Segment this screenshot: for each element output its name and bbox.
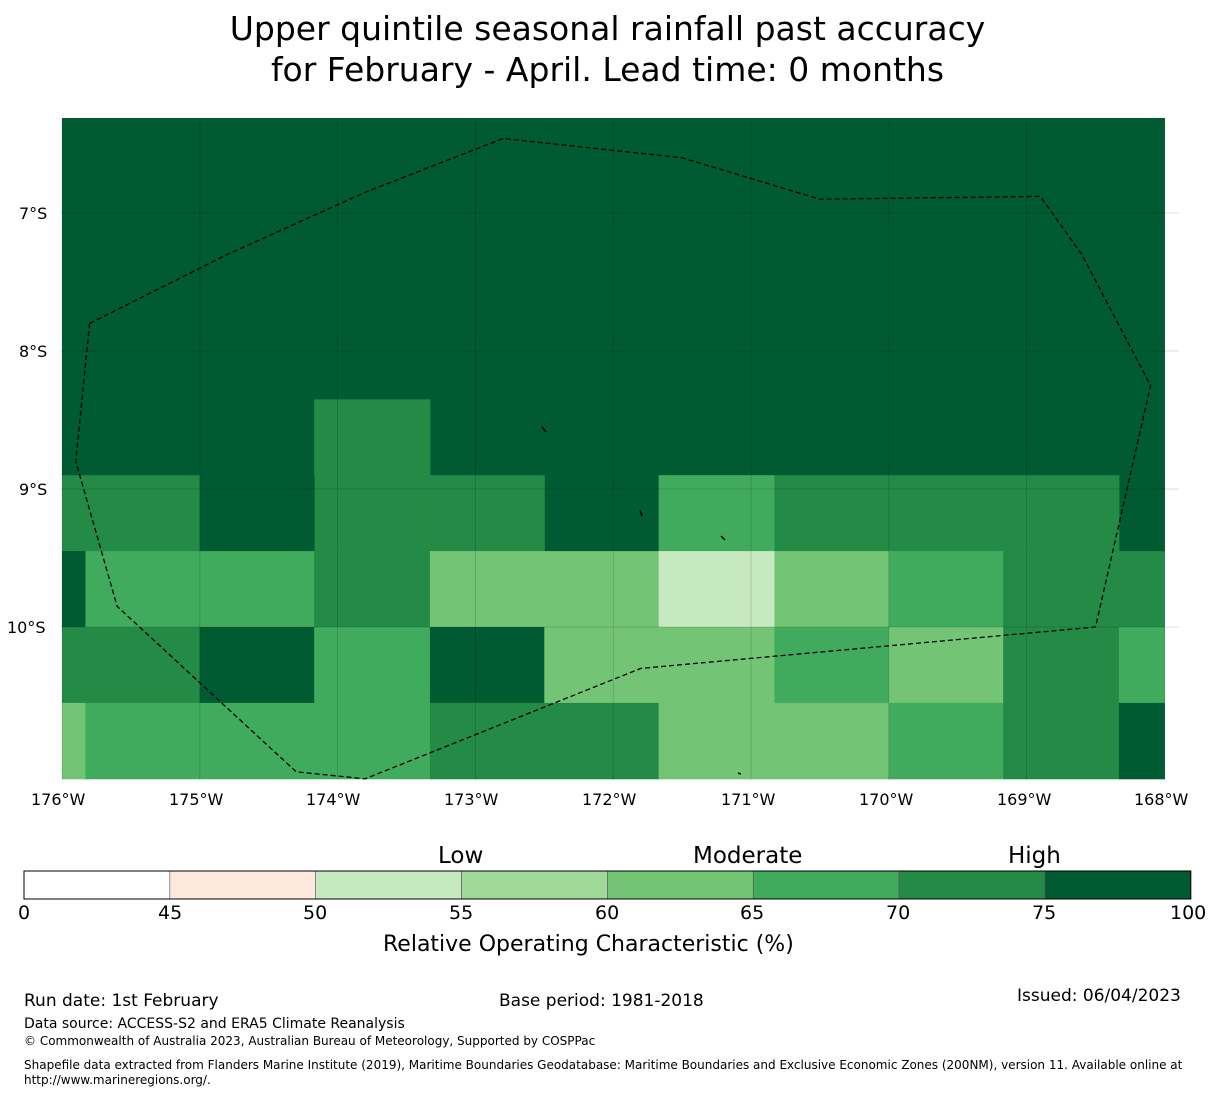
lon-tick-label: 169°W [997,790,1052,809]
heatmap-cell [314,399,431,552]
lon-tick-label: 171°W [721,790,776,809]
colorbar-segment [315,870,462,900]
heatmap-cell [774,551,890,628]
colorbar-tick-label: 60 [595,902,620,924]
base-period: Base period: 1981-2018 [499,991,704,1011]
lon-tick-label: 174°W [306,790,361,809]
heatmap-cell [888,702,1004,780]
lon-tick-label: 168°W [1134,790,1189,809]
heatmap-cell [85,551,315,628]
colorbar-segment [461,870,608,900]
colorbar-segment [607,870,754,900]
colorbar-tick-label: 55 [449,902,474,924]
colorbar-tick-label: 0 [18,902,31,924]
island-mark [720,535,726,541]
heatmap-cell [1118,702,1165,780]
heatmap-cell [314,551,431,628]
lon-tick-label: 175°W [169,790,224,809]
colorbar-segment [898,870,1046,900]
heatmap-cell [429,551,660,628]
lon-tick-label: 172°W [582,790,637,809]
colorbar-label: Relative Operating Characteristic (%) [383,932,794,957]
heatmap-cell [1118,627,1165,704]
heatmap-cell [658,551,775,628]
chart-title: Upper quintile seasonal rainfall past ac… [0,8,1215,90]
heatmap-cells [62,118,1165,780]
heatmap-cell [85,702,431,780]
colorbar-segment [752,870,900,900]
heatmap-cell [199,627,315,704]
island-mark [737,772,742,775]
chart-title-line-2: for February - April. Lead time: 0 month… [270,50,945,89]
colorbar-tick-label: 75 [1032,902,1057,924]
colorbar-frame [23,870,1192,900]
copyright-notice: © Commonwealth of Australia 2023, Austra… [24,1034,596,1048]
heatmap-cell [1003,551,1120,628]
colorbar-segment [1044,870,1192,900]
colorbar-segment [23,870,171,900]
heatmap-cell [62,627,201,704]
colorbar-tick-label: 65 [740,902,765,924]
heatmap-cell [544,627,775,704]
colorbar [23,870,1192,900]
island-mark [541,426,547,433]
heatmap-cell [62,118,1165,476]
lat-tick-label: 9°S [19,480,48,499]
heatmap-cell [888,551,1004,628]
heatmap-cell [888,627,1004,704]
data-source: Data source: ACCESS-S2 and ERA5 Climate … [24,1016,405,1032]
heatmap-cell [429,475,545,552]
lat-tick-label: 7°S [19,204,48,223]
chart-title-line-1: Upper quintile seasonal rainfall past ac… [229,9,986,48]
heatmap-cell [658,702,890,780]
lon-tick-label: 170°W [859,790,914,809]
lon-tick-label: 173°W [444,790,499,809]
heatmap-cell [658,475,775,552]
issued-date: Issued: 06/04/2023 [1017,986,1181,1006]
heatmap-cell [62,702,86,780]
run-date: Run date: 1st February [24,991,219,1011]
lat-tick-label: 8°S [19,342,48,361]
colorbar-category-moderate: Moderate [693,843,803,869]
colorbar-category-low: Low [438,843,484,869]
shapefile-credit: Shapefile data extracted from Flanders M… [24,1058,1183,1087]
heatmap-cell [774,627,890,704]
heatmap-cell [62,475,201,552]
island-marks [541,426,742,775]
island-mark [639,509,643,517]
heatmap-cell [1118,551,1165,628]
map-gridlines [61,118,1179,780]
colorbar-tick-label: 100 [1170,902,1207,924]
lat-tick-label: 10°S [7,618,46,637]
heatmap-cell [429,627,545,704]
heatmap-cell [429,702,660,780]
heatmap-cell [199,475,315,552]
heatmap-cell [62,551,86,628]
heatmap-cell [1003,627,1120,704]
colorbar-tick-label: 70 [886,902,911,924]
colorbar-segment [169,870,317,900]
heatmap-cell [314,627,431,704]
colorbar-tick-label: 50 [303,902,328,924]
colorbar-category-high: High [1008,843,1061,869]
colorbar-tick-label: 45 [158,902,183,924]
heatmap-cell [1003,702,1120,780]
eez-boundary-line [75,137,1152,780]
heatmap-cell [774,475,1120,552]
lon-tick-label: 176°W [31,790,86,809]
